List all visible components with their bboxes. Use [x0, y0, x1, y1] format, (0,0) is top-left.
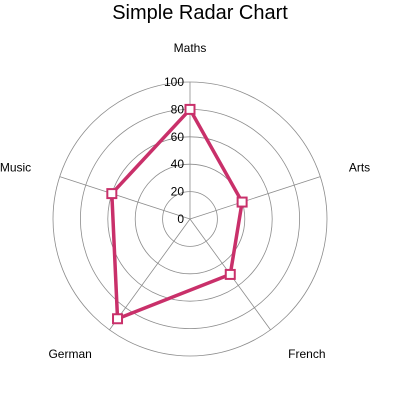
data-point-maths	[184, 103, 196, 115]
grid-layer	[52, 81, 328, 357]
data-point-music	[106, 188, 118, 200]
tick-label: 80	[171, 102, 185, 116]
category-labels: Maths Arts French German Music	[0, 41, 370, 361]
category-label-music: Music	[0, 160, 31, 174]
series-layer	[106, 103, 248, 325]
category-label-maths: Maths	[174, 41, 207, 55]
data-point-german	[112, 313, 124, 325]
tick-label: 20	[171, 185, 185, 199]
category-label-arts: Arts	[349, 160, 370, 174]
data-point-arts	[236, 196, 248, 208]
tick-label: 100	[164, 75, 184, 89]
spoke-line	[189, 176, 321, 220]
series-line	[110, 106, 244, 322]
spoke-line	[59, 176, 191, 220]
tick-labels: 0 20 40 60 80 100	[164, 75, 184, 226]
category-label-german: German	[48, 347, 91, 361]
data-point-french	[224, 268, 236, 280]
spoke-line	[109, 218, 191, 331]
tick-label: 40	[171, 157, 185, 171]
tick-label: 60	[171, 130, 185, 144]
chart-title: Simple Radar Chart	[112, 2, 288, 24]
tick-label: 0	[177, 212, 184, 226]
category-label-french: French	[288, 347, 325, 361]
